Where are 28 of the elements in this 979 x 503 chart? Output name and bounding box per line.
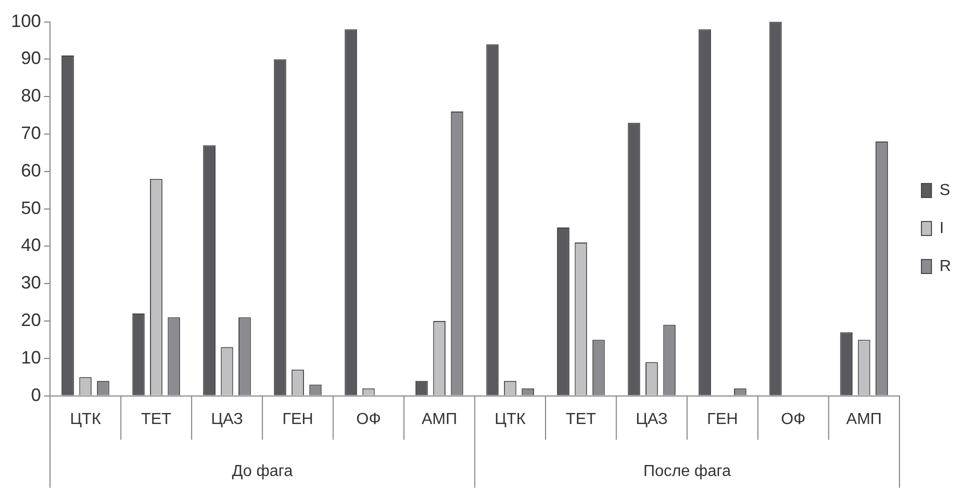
x-tick-label: ЦАЗ: [636, 410, 668, 428]
y-tick-label: 80: [21, 86, 42, 106]
y-tick-label: 20: [21, 310, 42, 330]
y-tick-label: 70: [21, 122, 42, 143]
text: До фага: [232, 463, 293, 480]
y-tick-label: 0: [31, 384, 42, 405]
y-tick-label: 90: [21, 48, 42, 68]
y-tick-label: 100: [10, 10, 42, 31]
y-tick-label: 10: [21, 347, 42, 368]
legend-label: R: [939, 258, 952, 275]
x-tick-label: АМП: [422, 410, 458, 428]
x-tick-label: ТЕТ: [141, 410, 172, 428]
x-tick-label: ОФ: [356, 410, 381, 428]
y-tick-label: 50: [21, 198, 42, 218]
y-tick-label: 40: [21, 235, 42, 256]
legend-label: S: [939, 182, 950, 199]
x-tick-label: ОФ: [780, 410, 806, 428]
legend-label: I: [939, 220, 944, 237]
x-tick-label: ТЕТ: [566, 410, 596, 428]
x-tick-label: ЦТК: [494, 410, 526, 428]
y-tick-label: 30: [21, 272, 42, 293]
text: После фага: [643, 463, 731, 480]
x-tick-label: ГЕН: [707, 410, 738, 428]
x-tick-label: ГЕН: [282, 410, 314, 428]
x-tick-label: ЦТК: [70, 410, 102, 428]
x-tick-label: АМП: [846, 410, 882, 428]
x-tick-label: ЦАЗ: [210, 410, 243, 428]
y-tick-label: 60: [21, 160, 42, 180]
